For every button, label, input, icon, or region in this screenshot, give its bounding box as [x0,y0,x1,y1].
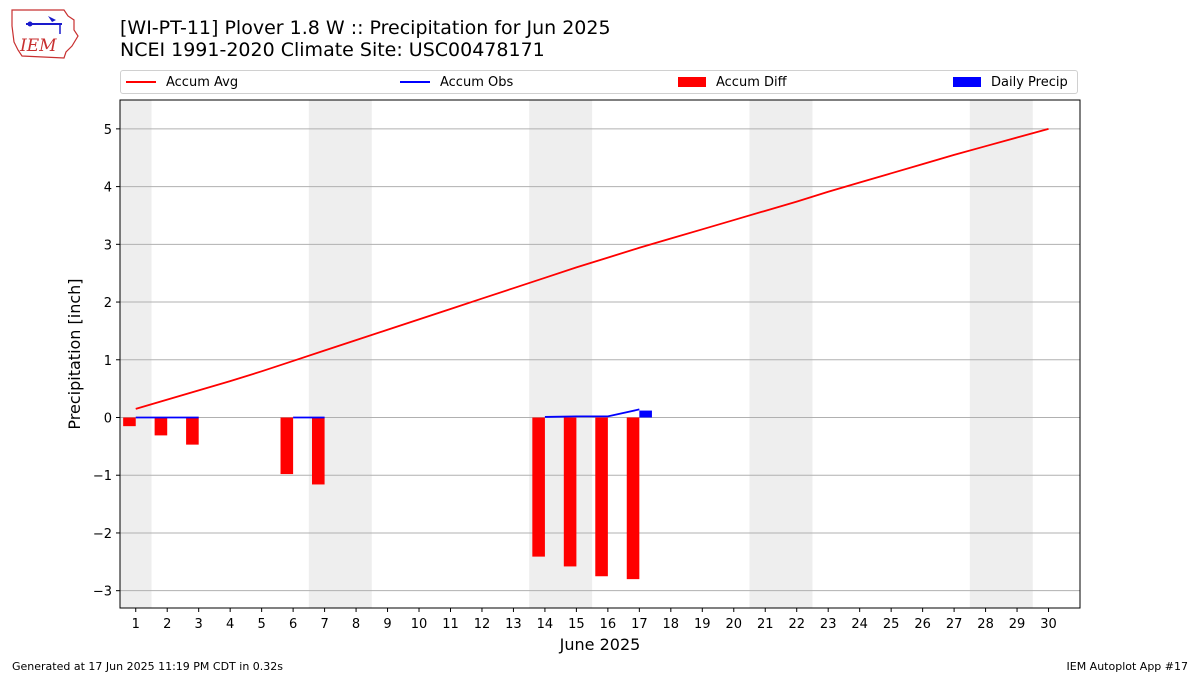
legend-swatch-accum-diff [678,77,706,87]
x-tick-label: 17 [631,617,648,632]
weekend-band-1 [308,100,372,608]
plot-frame [119,99,1081,609]
x-tick-label: 14 [537,617,554,632]
legend-item-accum-avg: Accum Avg [126,71,238,93]
y-tick-label: 4 [104,181,112,196]
legend-item-accum-diff: Accum Diff [678,71,787,93]
accum-obs-line [544,408,640,418]
x-tick-label: 30 [1040,617,1057,632]
x-tick-label: 19 [694,617,711,632]
weekend-band-2 [529,100,593,608]
x-tick-label: 22 [788,617,805,632]
x-tick-label: 2 [163,617,171,632]
y-tick-label: −1 [93,469,112,484]
logo-text: IEM [19,36,57,56]
legend-label-daily-precip: Daily Precip [991,74,1068,90]
x-tick-label: 15 [568,617,585,632]
x-tick-label: 18 [663,617,680,632]
x-tick-label: 8 [352,617,360,632]
y-tick-label: 1 [104,354,112,369]
legend-item-daily-precip: Daily Precip [953,71,1068,93]
weekend-band-3 [749,100,813,608]
x-tick-label: 4 [226,617,234,632]
y-tick-label: 3 [104,238,112,253]
weekend-band-4 [969,100,1033,608]
x-tick-label: 11 [442,617,459,632]
chart-subtitle: NCEI 1991-2020 Climate Site: USC00478171 [120,39,545,61]
legend-swatch-daily-precip [953,77,981,87]
x-tick-label: 1 [132,617,140,632]
accum-diff-bar [186,417,199,445]
x-tick-label: 9 [383,617,391,632]
y-tick-label: 2 [104,296,112,311]
x-axis-label: June 2025 [559,635,641,654]
x-tick-label: 28 [977,617,994,632]
accum-diff-bar [595,417,608,577]
x-tick-label: 24 [851,617,868,632]
accum-diff-bar [123,417,136,427]
accum-diff-bar [532,417,545,557]
legend-swatch-accum-avg [126,81,156,83]
x-tick-label: 25 [883,617,900,632]
y-tick-label: 5 [104,123,112,138]
x-tick-label: 10 [411,617,428,632]
accum-diff-bar [563,417,577,567]
legend-label-accum-avg: Accum Avg [166,74,239,90]
accum-diff-bar [154,417,168,436]
y-axis-label: Precipitation [inch] [65,278,84,429]
x-tick-label: 13 [505,617,522,632]
x-tick-label: 27 [946,617,963,632]
x-tick-label: 29 [1009,617,1026,632]
y-tick-label: −2 [93,527,112,542]
x-tick-label: 16 [600,617,617,632]
chart-title: [WI-PT-11] Plover 1.8 W :: Precipitation… [120,17,611,39]
legend-label-accum-diff: Accum Diff [716,74,787,90]
chart-legend: Accum Avg Accum Obs Accum Diff Daily Pre… [120,70,1078,94]
legend-label-accum-obs: Accum Obs [440,74,514,90]
footer-generated-text: Generated at 17 Jun 2025 11:19 PM CDT in… [12,660,284,673]
y-tick-label: 0 [104,412,112,427]
x-tick-label: 26 [914,617,931,632]
x-tick-label: 12 [474,617,491,632]
y-tick-label: −3 [93,585,112,600]
weekend-band-0 [120,100,152,608]
accum-avg-line [135,127,1049,410]
x-tick-label: 3 [195,617,203,632]
accum-diff-bar [626,417,640,580]
x-tick-label: 20 [725,617,742,632]
footer-app-label: IEM Autoplot App #17 [1066,660,1189,673]
x-tick-label: 23 [820,617,837,632]
x-tick-label: 5 [257,617,265,632]
accum-diff-bar [280,417,294,475]
daily-precip-bar [639,410,652,418]
legend-item-accum-obs: Accum Obs [400,71,513,93]
accum-diff-bar [312,417,325,485]
x-tick-label: 21 [757,617,774,632]
x-tick-label: 7 [320,617,328,632]
x-tick-label: 6 [289,617,297,632]
legend-swatch-accum-obs [400,81,430,83]
iem-logo: IEM [11,9,79,59]
